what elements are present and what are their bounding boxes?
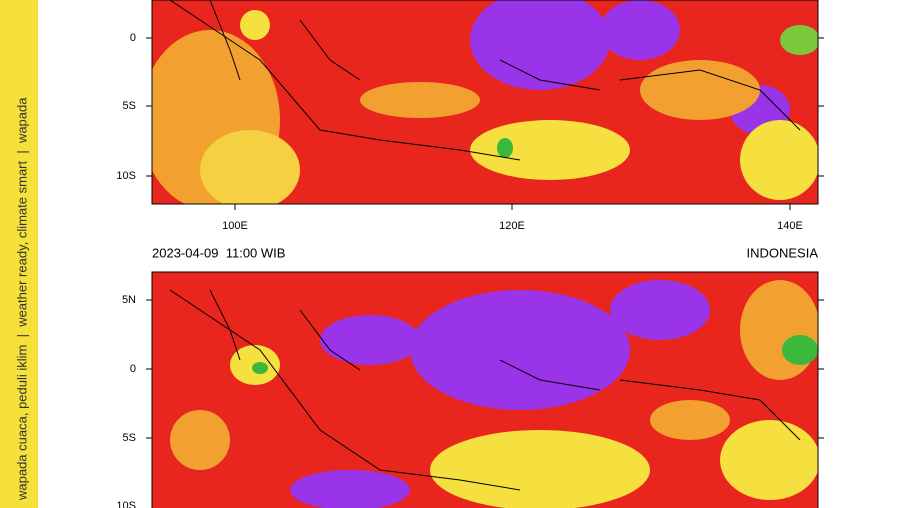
lat-label: 5N — [122, 294, 136, 306]
lon-label: 100E — [222, 220, 248, 232]
lon-label: 120E — [499, 220, 525, 232]
map-bottom — [152, 272, 818, 508]
timestamp: 2023-04-09 11:00 WIB — [152, 245, 285, 260]
lat-label: 5S — [123, 100, 136, 112]
lat-label: 10S — [116, 170, 136, 182]
sidebar — [0, 0, 38, 508]
lat-label: 5S — [123, 432, 136, 444]
lat-label: 10S — [116, 500, 136, 508]
lat-label: 0 — [130, 363, 136, 375]
region: INDONESIA — [746, 245, 818, 260]
map-top — [152, 0, 818, 204]
map-frame — [151, 271, 819, 508]
lon-label: 140E — [777, 220, 803, 232]
sidebar-text: wapada cuaca, peduli iklim | weather rea… — [14, 97, 29, 501]
lat-label: 0 — [130, 32, 136, 44]
map-frame — [151, 0, 819, 205]
